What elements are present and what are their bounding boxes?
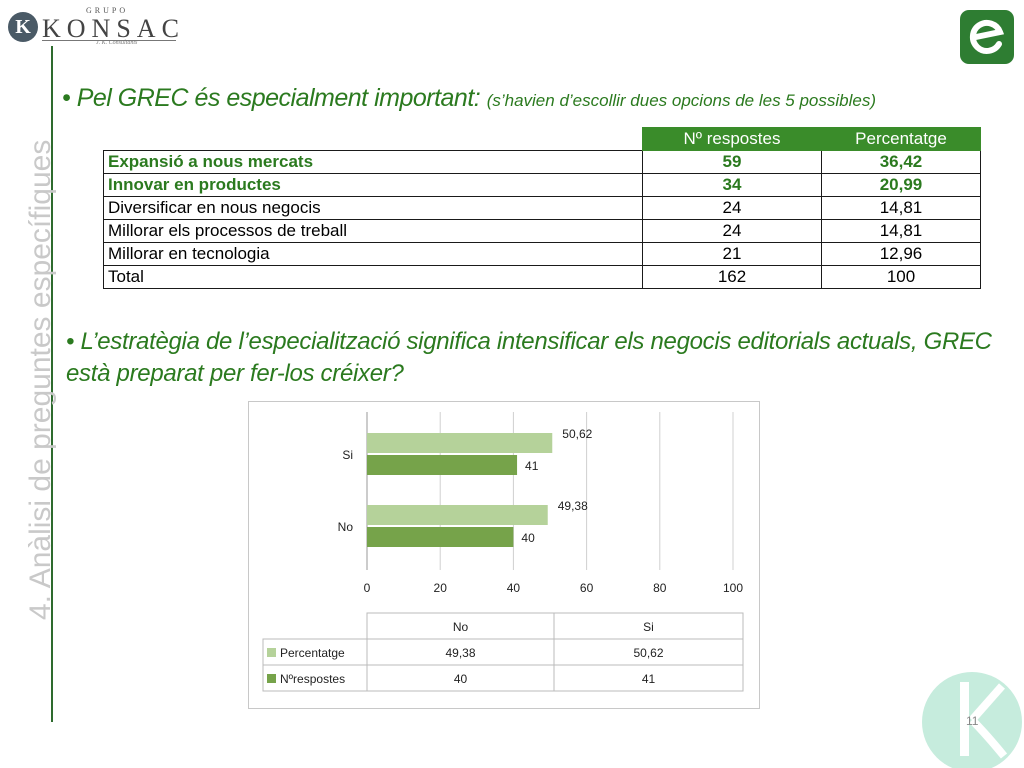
konsac-logo: K GRUPO KONSAC J. K. Consultants	[8, 4, 180, 48]
bar-respostes	[367, 527, 514, 547]
bullet-question-1: • Pel GREC és especialment important: (s…	[62, 84, 1002, 113]
row-count: 21	[642, 242, 822, 266]
row-percent: 36,42	[821, 150, 981, 174]
section-title: 4. Anàlisi de preguntes específiques	[24, 139, 57, 620]
k-watermark-icon	[922, 672, 1022, 768]
bullet-1-main: Pel GREC és especialment important:	[76, 84, 481, 112]
row-count: 24	[642, 196, 822, 220]
row-count: 162	[642, 265, 822, 289]
header-percent: Percentatge	[821, 127, 981, 151]
chart-canvas: 0 20 40 60 80 100 Si 50,62 41 No 49,38 40 No Si Percen…	[262, 412, 744, 692]
data-table-row	[262, 664, 744, 692]
row-label: Expansió a nous mercats	[103, 150, 643, 174]
x-tick-label: 20	[434, 581, 448, 595]
x-tick-label: 100	[723, 581, 743, 595]
row-percent: 20,99	[821, 173, 981, 197]
data-table-header	[366, 612, 744, 640]
legend-label: Percentatge	[280, 646, 345, 660]
row-label: Millorar els processos de treball	[103, 219, 643, 243]
table-header-row: Nº respostes Percentatge	[104, 127, 981, 151]
logo-rule	[42, 40, 176, 41]
table-row: Expansió a nous mercats 59 36,42	[103, 150, 981, 174]
data-label: 49,38	[558, 499, 588, 513]
category-label: Si	[342, 448, 353, 462]
bullet-2-text: L’estratègia de l’especialització signif…	[66, 328, 992, 387]
legend-label: Nºrespostes	[280, 672, 345, 686]
data-table-cell: 49,38	[445, 646, 475, 660]
x-tick-label: 60	[580, 581, 594, 595]
page-number: 11	[966, 714, 979, 728]
x-tick-label: 40	[507, 581, 521, 595]
legend-swatch	[267, 648, 276, 657]
data-table-column-label: Si	[643, 620, 654, 634]
header-count: Nº respostes	[642, 127, 822, 151]
data-table-cell: 50,62	[633, 646, 663, 660]
data-table-column-label: No	[453, 620, 469, 634]
editorial-e-icon	[960, 10, 1014, 64]
bullet-marker: •	[66, 328, 75, 355]
data-label: 40	[521, 531, 535, 545]
table-row: Innovar en productes 34 20,99	[103, 173, 981, 197]
table-row-total: Total 162 100	[103, 265, 981, 289]
logo-k-mark: K	[8, 12, 38, 42]
legend-swatch	[267, 674, 276, 683]
bar-percentatge	[367, 433, 553, 453]
row-label: Innovar en productes	[103, 173, 643, 197]
data-table-cell: 40	[454, 672, 468, 686]
row-percent: 14,81	[821, 219, 981, 243]
row-label: Millorar en tecnologia	[103, 242, 643, 266]
row-percent: 14,81	[821, 196, 981, 220]
table-row: Millorar en tecnologia 21 12,96	[103, 242, 981, 266]
data-label: 41	[525, 459, 539, 473]
row-percent: 12,96	[821, 242, 981, 266]
bullet-1-note: (s’havien d’escollir dues opcions de les…	[486, 91, 877, 110]
bullet-question-2: • L’estratègia de l’especialització sign…	[66, 326, 1016, 390]
category-label: No	[338, 520, 354, 534]
vertical-divider	[51, 46, 53, 722]
logo-grupo: GRUPO	[86, 6, 129, 15]
bar-percentatge	[367, 505, 548, 525]
table-row: Millorar els processos de treball 24 14,…	[103, 219, 981, 243]
x-tick-label: 80	[653, 581, 667, 595]
table-row: Diversificar en nous negocis 24 14,81	[103, 196, 981, 220]
data-table-cell: 41	[642, 672, 656, 686]
row-count: 34	[642, 173, 822, 197]
logo-subtitle: J. K. Consultants	[96, 40, 138, 46]
data-label: 50,62	[562, 427, 592, 441]
row-percent: 100	[821, 265, 981, 289]
bullet-marker: •	[62, 84, 71, 112]
logo-name: KONSAC	[42, 14, 185, 43]
row-count: 59	[642, 150, 822, 174]
bar-chart: 0 20 40 60 80 100 Si 50,62 41 No 49,38 40 No Si Percen…	[248, 401, 760, 709]
bar-respostes	[367, 455, 518, 475]
row-label: Total	[103, 265, 643, 289]
x-tick-label: 0	[364, 581, 371, 595]
row-count: 24	[642, 219, 822, 243]
responses-table: Nº respostes Percentatge Expansió a nous…	[103, 127, 981, 289]
row-label: Diversificar en nous negocis	[103, 196, 643, 220]
